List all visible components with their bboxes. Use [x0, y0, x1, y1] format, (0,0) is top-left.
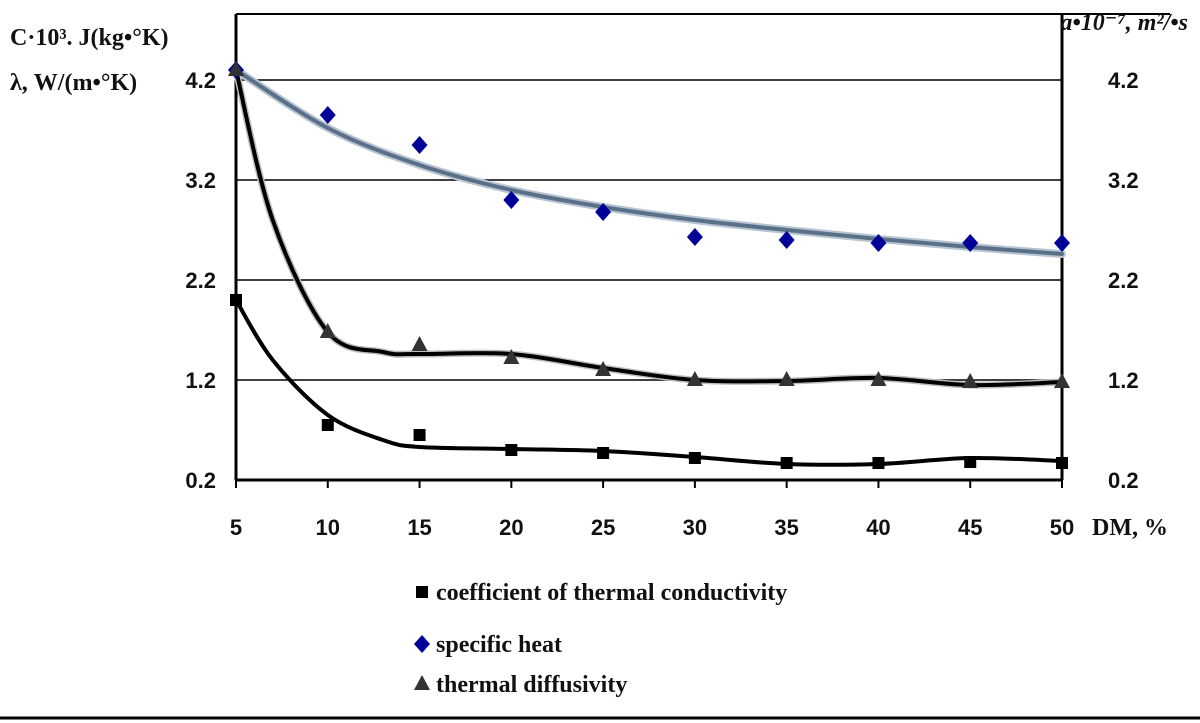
data-point-2-4	[595, 361, 612, 376]
y-left-tick-label-2: 2.2	[185, 268, 216, 293]
data-point-1-7	[870, 234, 887, 252]
data-point-0-7	[872, 457, 885, 469]
data-point-1-2	[411, 136, 428, 154]
y-left-tick-label-3: 3.2	[185, 168, 216, 193]
data-point-2-9	[1054, 373, 1070, 388]
y-axis-right-ticks: 0.2 1.2 2.2 3.2 4.2	[1108, 68, 1139, 493]
data-point-2-1	[319, 323, 336, 338]
data-point-2-8	[962, 373, 979, 388]
data-point-0-5	[688, 452, 701, 464]
data-point-0-2	[413, 429, 426, 441]
legend-label-0: coefficient of thermal conductivity	[436, 580, 787, 606]
data-point-1-5	[686, 228, 703, 246]
data-point-2-5	[686, 371, 703, 386]
y-right-tick-label-0: 0.2	[1108, 468, 1139, 493]
trend-line-halo-1	[232, 66, 1066, 258]
data-point-1-8	[962, 234, 979, 252]
legend-label-2: thermal diffusivity	[436, 672, 627, 698]
trend-line-2	[234, 68, 1064, 388]
legend-marker-0	[416, 586, 428, 598]
trend-lines	[232, 66, 1066, 467]
x-tick-label-9: 50	[1050, 515, 1074, 540]
x-tick-label-0: 5	[230, 515, 242, 540]
y-axis-left-ticks: 0.2 1.2 2.2 3.2 4.2	[185, 68, 216, 493]
y-left-tick-label-4: 4.2	[185, 68, 216, 93]
y-axis-left-label-line1: C·10³. J(kg•°K)	[10, 25, 169, 51]
trend-line-halo-2	[232, 66, 1066, 389]
y-axis-left-label-line2: λ, W/(m•°K)	[10, 70, 137, 96]
trend-line-1	[234, 68, 1064, 256]
x-tick-label-6: 35	[774, 515, 798, 540]
x-tick-label-5: 30	[683, 515, 707, 540]
data-point-0-1	[321, 419, 334, 431]
data-point-2-3	[503, 349, 520, 364]
y-axis-right-label: a•10⁻⁷, m²/•s	[1060, 10, 1188, 36]
x-tick-label-8: 45	[958, 515, 982, 540]
legend-marker-2	[414, 675, 430, 690]
data-point-2-6	[778, 371, 795, 386]
legend-label-1: specific heat	[436, 632, 562, 658]
x-tick-label-2: 15	[407, 515, 431, 540]
x-tick-label-7: 40	[866, 515, 890, 540]
legend-marker-1	[414, 635, 430, 653]
x-axis-label: DM, %	[1092, 515, 1168, 541]
data-point-0-8	[964, 456, 977, 468]
data-markers	[228, 61, 1070, 469]
data-point-1-1	[319, 106, 336, 124]
data-point-0-6	[780, 457, 793, 469]
data-point-1-4	[595, 203, 612, 221]
data-point-2-7	[870, 371, 887, 386]
y-left-tick-label-1: 1.2	[185, 368, 216, 393]
data-point-1-6	[778, 231, 795, 249]
y-left-tick-label-0: 0.2	[185, 468, 216, 493]
data-point-2-2	[411, 336, 428, 351]
trend-line-0	[234, 298, 1064, 467]
x-tick-label-1: 10	[316, 515, 340, 540]
y-right-tick-label-4: 4.2	[1108, 68, 1139, 93]
data-point-0-4	[597, 447, 610, 459]
y-right-tick-label-2: 2.2	[1108, 268, 1139, 293]
y-right-tick-label-1: 1.2	[1108, 368, 1139, 393]
x-axis-ticks: 5 10 15 20 25 30 35 40 45 50	[230, 480, 1074, 540]
data-point-1-9	[1054, 234, 1070, 252]
legend: coefficient of thermal conductivity speci…	[414, 580, 787, 698]
y-right-tick-label-3: 3.2	[1108, 168, 1139, 193]
data-point-0-9	[1056, 457, 1068, 469]
data-point-1-3	[503, 191, 520, 209]
x-tick-label-3: 20	[499, 515, 523, 540]
grid-lines	[236, 13, 1170, 481]
data-point-0-0	[230, 294, 242, 306]
x-tick-label-4: 25	[591, 515, 615, 540]
data-point-2-0	[228, 61, 244, 76]
data-point-0-3	[505, 444, 518, 456]
